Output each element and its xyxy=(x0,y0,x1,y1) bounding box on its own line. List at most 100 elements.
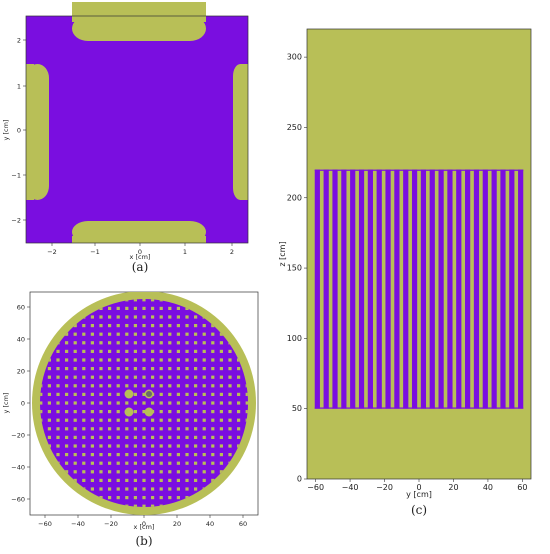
panel-b-channel xyxy=(168,496,172,500)
panel-b-channel xyxy=(194,332,198,336)
panel-b-channel xyxy=(125,324,129,328)
panel-b-channel xyxy=(159,453,163,457)
panel-b-channel xyxy=(108,461,112,465)
panel-b-channel xyxy=(133,478,137,482)
panel-b-channel xyxy=(73,418,77,422)
panel-b-channel xyxy=(116,375,120,379)
panel-c-fuel-rod xyxy=(447,169,453,409)
panel-b-channel xyxy=(194,384,198,388)
panel-c-fuel-rod xyxy=(518,169,524,409)
panel-b-channel xyxy=(263,290,266,293)
panel-b-channel xyxy=(151,418,155,422)
panel-c-caption: (c) xyxy=(411,503,427,517)
panel-b-channel xyxy=(99,341,103,345)
panel-b-channel xyxy=(108,375,112,379)
panel-b-channel xyxy=(219,435,223,439)
panel-b-channel xyxy=(125,315,129,319)
panel-b-channel xyxy=(219,349,223,353)
panel-b-channel xyxy=(228,427,232,431)
panel-b-channel xyxy=(125,453,129,457)
panel-b-channel xyxy=(108,496,112,500)
panel-b-channel xyxy=(90,461,94,465)
panel-b-channel xyxy=(168,315,172,319)
panel-b-channel xyxy=(65,522,68,525)
panel-b-channel xyxy=(168,435,172,439)
panel-b-channel xyxy=(263,341,266,344)
panel-b-channel xyxy=(90,470,94,474)
panel-c-y-tick-label: 50 xyxy=(292,404,302,413)
panel-c-fuel-rod xyxy=(385,169,391,409)
panel-b-channel xyxy=(56,427,60,431)
panel-b-channel xyxy=(82,392,86,396)
panel-b-channel xyxy=(65,453,69,457)
panel-c-fuel-rod xyxy=(323,169,329,409)
panel-b-channel xyxy=(91,281,94,284)
panel-b-channel xyxy=(125,281,128,284)
panel-b-channel xyxy=(263,307,266,310)
panel-b-channel xyxy=(168,281,171,284)
panel-b-channel xyxy=(177,281,180,284)
panel-a-caption: (a) xyxy=(132,260,149,274)
panel-a-y-label: y [cm] xyxy=(2,120,10,141)
panel-b-channel xyxy=(108,349,112,353)
panel-b-channel xyxy=(185,427,189,431)
panel-c-x-label: y [cm] xyxy=(406,490,432,499)
panel-c-fuel-rod xyxy=(394,169,400,409)
panel-b-channel xyxy=(65,341,69,345)
panel-c-x-tick-label: 20 xyxy=(448,483,458,492)
panel-b-channel xyxy=(22,453,25,456)
panel-b-channel xyxy=(133,299,137,302)
panel-b-channel xyxy=(90,435,94,439)
panel-c-y-tick-label: 200 xyxy=(287,193,302,202)
panel-b-channel xyxy=(263,444,266,447)
panel-b-channel xyxy=(125,375,129,379)
panel-b-channel xyxy=(202,358,206,362)
panel-b-channel xyxy=(263,410,266,413)
panel-b-channel xyxy=(90,410,94,414)
panel-b-channel xyxy=(142,341,146,345)
panel-b-channel xyxy=(185,358,189,362)
panel-b-channel xyxy=(211,435,215,439)
panel-b-channel xyxy=(73,435,77,439)
panel-b-channel xyxy=(263,436,266,439)
panel-b-channel xyxy=(185,306,189,310)
panel-c-fuel-rod xyxy=(411,169,418,409)
panel-b-channel xyxy=(73,478,77,482)
panel-b-y-tick-label: 20 xyxy=(17,368,25,376)
panel-b-channel xyxy=(194,470,198,474)
panel-b-channel xyxy=(263,333,266,336)
panel-b-channel xyxy=(116,435,120,439)
panel-c-fuel-rods xyxy=(314,169,524,409)
panel-c-fuel-rod xyxy=(482,169,488,409)
panel-b-channel xyxy=(133,487,137,491)
panel-c-fuel-rod xyxy=(367,169,373,409)
panel-b-channel xyxy=(82,410,86,414)
panel-b-channel xyxy=(194,487,198,491)
panel-b-channel xyxy=(176,375,180,379)
panel-a-x-tick-label: 2 xyxy=(230,248,234,256)
panel-b-channel xyxy=(116,401,120,405)
panel-b-channel xyxy=(228,401,232,405)
panel-b-channel xyxy=(22,479,25,482)
panel-b-channel xyxy=(116,453,120,457)
panel-b-channel xyxy=(65,281,68,284)
panel-b-channel xyxy=(245,392,248,396)
panel-b-channel xyxy=(237,444,241,448)
panel-a: −2 −1 0 1 2 2 1 0 −1 −2 x [cm] y [cm] (a) xyxy=(2,2,249,274)
panel-b-channel xyxy=(142,367,146,371)
panel-b-channel xyxy=(116,461,120,465)
panel-b-channel xyxy=(116,470,120,474)
panel-b-channel xyxy=(202,427,206,431)
panel-b-channel xyxy=(151,487,155,491)
panel-b-channel xyxy=(142,418,146,422)
panel-b-channel xyxy=(219,470,223,474)
panel-b-channel xyxy=(125,461,129,465)
panel-c-moderator xyxy=(306,28,532,480)
panel-b-channel xyxy=(185,453,189,457)
panel-b-channel xyxy=(22,505,25,508)
panel-c-x-tick-label: 60 xyxy=(517,483,527,492)
panel-b-channel xyxy=(211,461,215,465)
panel-b-channel xyxy=(108,410,112,414)
panel-b-channel xyxy=(65,384,69,388)
panel-b-channel xyxy=(73,453,77,457)
